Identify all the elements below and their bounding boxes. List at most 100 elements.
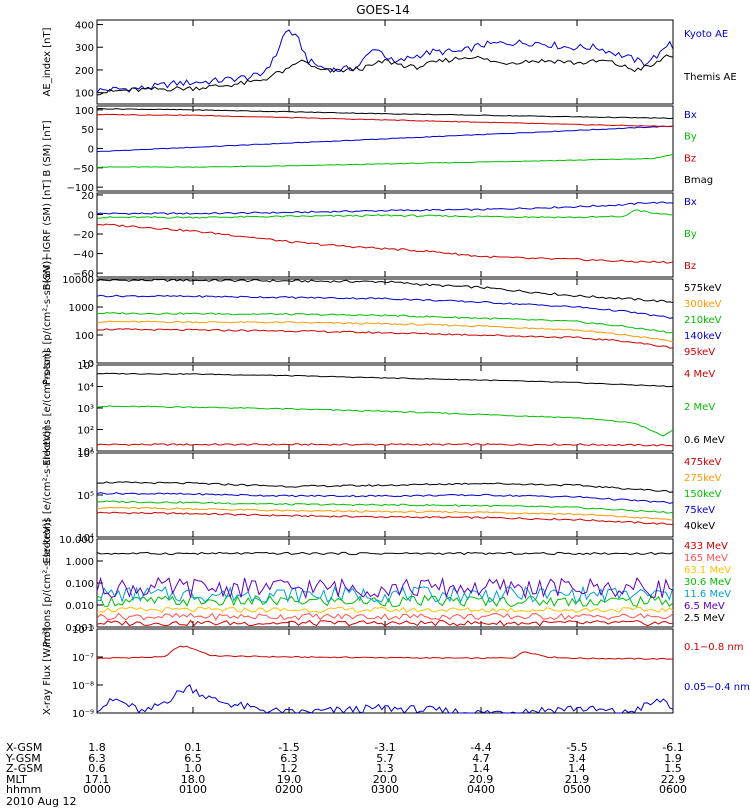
series-line xyxy=(96,312,674,334)
series-line xyxy=(96,511,674,526)
series-line xyxy=(96,223,674,264)
ephemeris-value: 1.4 xyxy=(472,762,490,775)
y-tick-label: 10 xyxy=(81,359,94,370)
series-line xyxy=(97,506,674,521)
legend-label: 75keV xyxy=(684,505,715,516)
y-axis-label-xray: X-ray Flux [W/m²] xyxy=(42,627,53,715)
y-tick-label: −20 xyxy=(73,230,94,241)
legend-label: 210keV xyxy=(684,315,722,326)
y-axis-label-electrons_low: Electrons [e/(cm²-s-sr-keV)] xyxy=(42,426,53,563)
legend-label: 6.5 MeV xyxy=(684,601,725,612)
series-line xyxy=(96,294,674,319)
y-tick-label: 0 xyxy=(88,145,94,156)
panel-frame-protons_low xyxy=(96,278,674,364)
y-tick-label: 50 xyxy=(81,125,94,136)
legend-label: 275keV xyxy=(684,473,722,484)
ephemeris-value: -4.4 xyxy=(470,741,492,754)
y-tick-label: 10³ xyxy=(77,404,94,415)
ephemeris-value: 17.1 xyxy=(84,772,110,786)
ephemeris-row-label: X-GSM xyxy=(6,741,43,754)
y-tick-label: 10⁴ xyxy=(77,383,94,394)
legend-label: 0.1−0.8 nm xyxy=(684,642,743,653)
legend-label: 0.05−0.4 nm xyxy=(684,682,750,693)
ephemeris-row-label: Z-GSM xyxy=(6,762,43,775)
ephemeris-value: 4.7 xyxy=(472,751,490,765)
series-line xyxy=(96,551,674,556)
y-tick-label: −60 xyxy=(73,269,94,280)
panel-frame-ae xyxy=(96,19,674,105)
legend-label: By xyxy=(684,229,697,240)
ephemeris-value: 0200 xyxy=(275,783,303,796)
legend-label: 433 MeV xyxy=(684,541,728,552)
ephemeris-row-label: MLT xyxy=(6,772,27,786)
series-line xyxy=(96,201,674,215)
ephemeris-value: 1.5 xyxy=(664,762,682,775)
y-axis-label-b_sm: B (SM) [nT] xyxy=(42,120,53,176)
y-axis-label-b_minus_igrf: B(SM)−IGRF (SM) [nT] xyxy=(42,180,53,291)
ephemeris-value: -6.1 xyxy=(662,741,684,754)
y-tick-label: 10² xyxy=(77,426,94,437)
y-axis-label-protons_high: Protons [p/(cm²-s-sr-keV)] xyxy=(42,519,53,647)
legend-label: Bx xyxy=(684,110,697,121)
legend-label: 2 MeV xyxy=(684,402,715,413)
legend-label: 140keV xyxy=(684,331,722,342)
y-tick-label: 10⁻⁶ xyxy=(72,625,94,636)
y-tick-label: 100 xyxy=(75,106,94,117)
y-tick-label: 0.100 xyxy=(65,579,94,590)
legend-label: By xyxy=(684,132,697,143)
ephemeris-value: 6.3 xyxy=(88,751,106,765)
y-tick-label: 0 xyxy=(88,210,94,221)
series-line xyxy=(96,481,674,493)
y-tick-label: 10⁻⁹ xyxy=(72,709,94,720)
chart-title: GOES-14 xyxy=(356,3,410,17)
y-tick-label: 0.001 xyxy=(65,623,94,634)
legend-label: Kyoto AE xyxy=(684,29,728,40)
panel-frame-b_minus_igrf xyxy=(96,192,674,278)
ephemeris-value: 1.2 xyxy=(280,762,298,775)
series-line xyxy=(96,278,674,304)
y-tick-label: −50 xyxy=(73,164,94,175)
series-line xyxy=(96,328,674,349)
ephemeris-value: 0100 xyxy=(179,783,207,796)
y-axis-label-protons_low: Protons [p/(cm²-s-sr-keV)] xyxy=(42,257,53,385)
legend-label: 575keV xyxy=(684,283,722,294)
y-axis-label-electrons_high: Electrons [e/(cm²-s-sr)] xyxy=(42,350,53,466)
legend-label: 95keV xyxy=(684,347,715,358)
y-axis-label-ae: AE_index [nT] xyxy=(42,27,53,96)
series-line xyxy=(96,153,674,168)
ephemeris-value: 0400 xyxy=(467,783,495,796)
series-line xyxy=(96,645,674,660)
series-line xyxy=(96,684,674,714)
ephemeris-value: 19.0 xyxy=(276,772,302,786)
series-line xyxy=(96,576,674,600)
series-line xyxy=(96,585,674,604)
y-tick-label: 10⁻⁷ xyxy=(72,653,94,664)
series-line xyxy=(97,405,674,437)
series-line xyxy=(96,29,674,93)
y-tick-label: 10⁵ xyxy=(77,361,94,372)
y-tick-label: 10.000 xyxy=(59,535,94,546)
ephemeris-value: 18.0 xyxy=(180,772,206,786)
y-tick-label: 100 xyxy=(75,331,94,342)
y-tick-label: 1000 xyxy=(69,303,94,314)
y-tick-label: 10¹ xyxy=(77,447,94,458)
legend-label: 475keV xyxy=(684,457,722,468)
y-tick-label: 10000 xyxy=(62,275,94,286)
ephemeris-value: 0.6 xyxy=(88,762,106,775)
legend-label: Bmag xyxy=(684,175,713,186)
ephemeris-value: 0300 xyxy=(371,783,399,796)
y-tick-label: 200 xyxy=(75,66,94,77)
legend-label: Bz xyxy=(684,261,696,272)
ephemeris-row-label: hhmm xyxy=(6,783,42,796)
series-line xyxy=(96,594,674,608)
y-tick-label: −100 xyxy=(67,183,94,194)
ephemeris-value: -1.5 xyxy=(278,741,300,754)
y-tick-label: 10⁻⁸ xyxy=(72,681,94,692)
series-line xyxy=(96,500,674,514)
series-line xyxy=(96,107,674,120)
ephemeris-value: 6.5 xyxy=(184,751,202,765)
ephemeris-value: 0500 xyxy=(563,783,591,796)
ephemeris-value: 1.0 xyxy=(184,762,202,775)
ephemeris-value: -5.5 xyxy=(566,741,588,754)
